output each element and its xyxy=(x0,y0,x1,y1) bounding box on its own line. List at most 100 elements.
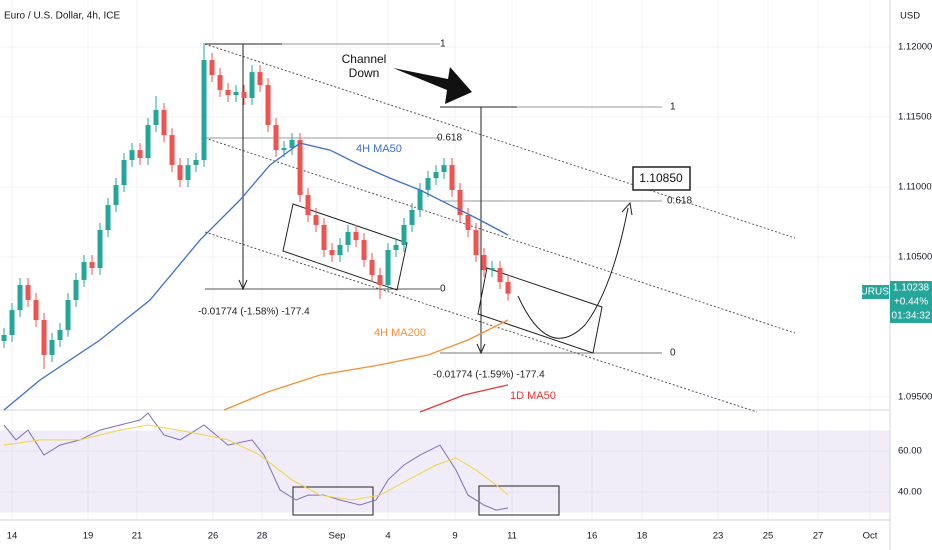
candle-body xyxy=(265,84,271,126)
candle-body xyxy=(385,250,391,285)
candle-body xyxy=(217,75,223,91)
annotation: 0.618 xyxy=(667,196,692,207)
candle-body xyxy=(73,279,79,300)
candle-body xyxy=(249,72,255,98)
candle-body xyxy=(81,262,87,280)
series-line xyxy=(3,142,509,411)
x-tick-label: 28 xyxy=(257,531,268,542)
x-tick-label: 16 xyxy=(587,531,598,542)
candle-body xyxy=(113,185,119,206)
y-tick-label: 1.09500 xyxy=(898,391,932,402)
candle-body xyxy=(161,110,167,136)
candle-body xyxy=(233,91,239,96)
candle-body xyxy=(57,329,63,341)
candle-body xyxy=(41,319,47,355)
channel-line xyxy=(204,43,796,239)
candle-body xyxy=(329,250,335,256)
candle-body xyxy=(401,224,407,245)
x-tick-label: 11 xyxy=(507,531,517,542)
projection-curve xyxy=(517,207,629,339)
series-label: 4H MA200 xyxy=(374,327,426,339)
currency: USD xyxy=(900,11,920,22)
candle-body xyxy=(433,172,439,179)
channel-box xyxy=(282,203,408,291)
annotation: Down xyxy=(349,66,380,80)
candle-body xyxy=(65,299,71,330)
candle-body xyxy=(457,189,463,216)
candle-body xyxy=(145,125,151,159)
arrow-head xyxy=(621,201,633,216)
candle-body xyxy=(489,268,495,271)
candle-body xyxy=(481,255,487,271)
grid xyxy=(0,0,890,520)
drawings xyxy=(204,43,796,516)
candle-body xyxy=(289,139,295,148)
candle-body xyxy=(425,178,431,190)
price-change: +0.44% xyxy=(894,297,928,308)
annotation: 1 xyxy=(440,39,446,50)
candle-body xyxy=(153,110,159,126)
annotation: 1.10850 xyxy=(639,171,683,185)
candle-body xyxy=(377,275,383,285)
candle-body xyxy=(393,244,399,251)
annotation: 0.618 xyxy=(437,133,462,144)
candle-body xyxy=(345,231,351,245)
candle-body xyxy=(121,159,127,186)
candle-body xyxy=(105,205,111,230)
y-tick-label: 1.11500 xyxy=(898,112,932,123)
candle-body xyxy=(369,259,375,276)
annotation: Channel xyxy=(342,52,387,66)
x-tick-label: 23 xyxy=(713,531,724,542)
rsi-band xyxy=(0,430,890,513)
x-tick-label: 21 xyxy=(132,531,143,542)
annotation: 0 xyxy=(670,348,676,359)
candle-body xyxy=(177,165,183,181)
candle-body xyxy=(129,150,135,160)
channel-line xyxy=(204,137,796,334)
channel-arrow xyxy=(393,67,472,104)
candle-body xyxy=(209,60,215,76)
series-line xyxy=(419,384,509,413)
candle-body xyxy=(337,244,343,256)
price-tag xyxy=(890,281,932,323)
series-line xyxy=(3,412,509,511)
last-price: 1.10238 xyxy=(893,283,930,294)
candle-body xyxy=(353,231,359,241)
candle-body xyxy=(441,165,447,173)
x-tick-label: 18 xyxy=(637,531,648,542)
y-tick-label: 1.12000 xyxy=(898,42,932,53)
x-tick-label: 19 xyxy=(83,531,94,542)
candle-body xyxy=(473,229,479,256)
series-label: 1D MA50 xyxy=(510,390,556,402)
candle-body xyxy=(9,310,15,335)
annotation: 0 xyxy=(440,284,446,295)
candle-body xyxy=(497,268,503,283)
x-tick-label: 14 xyxy=(7,531,18,542)
annotation: 1 xyxy=(670,102,676,113)
series-label: 4H MA50 xyxy=(356,143,402,155)
candle-body xyxy=(193,159,199,166)
annotation: -0.01774 (-1.58%) -177.4 xyxy=(198,307,310,318)
candle-body xyxy=(297,139,303,195)
candle-body xyxy=(281,147,287,151)
x-tick-label: 25 xyxy=(763,531,774,542)
candle-body xyxy=(17,284,23,311)
marks xyxy=(1,42,511,511)
candle-body xyxy=(201,60,207,160)
candle-body xyxy=(25,284,31,300)
candle-body xyxy=(321,224,327,251)
candle-body xyxy=(505,282,511,294)
candle-body xyxy=(225,90,231,96)
candle-body xyxy=(1,334,7,341)
candle-body xyxy=(409,209,415,225)
arrow-head xyxy=(238,279,248,291)
candle-body xyxy=(169,135,175,166)
candle-body xyxy=(273,125,279,151)
x-tick-label: 9 xyxy=(452,531,457,542)
candle-body xyxy=(89,262,95,269)
candle-body xyxy=(417,189,423,210)
channel-box xyxy=(477,267,603,354)
target-box xyxy=(632,166,691,191)
arrow-head xyxy=(476,343,486,355)
